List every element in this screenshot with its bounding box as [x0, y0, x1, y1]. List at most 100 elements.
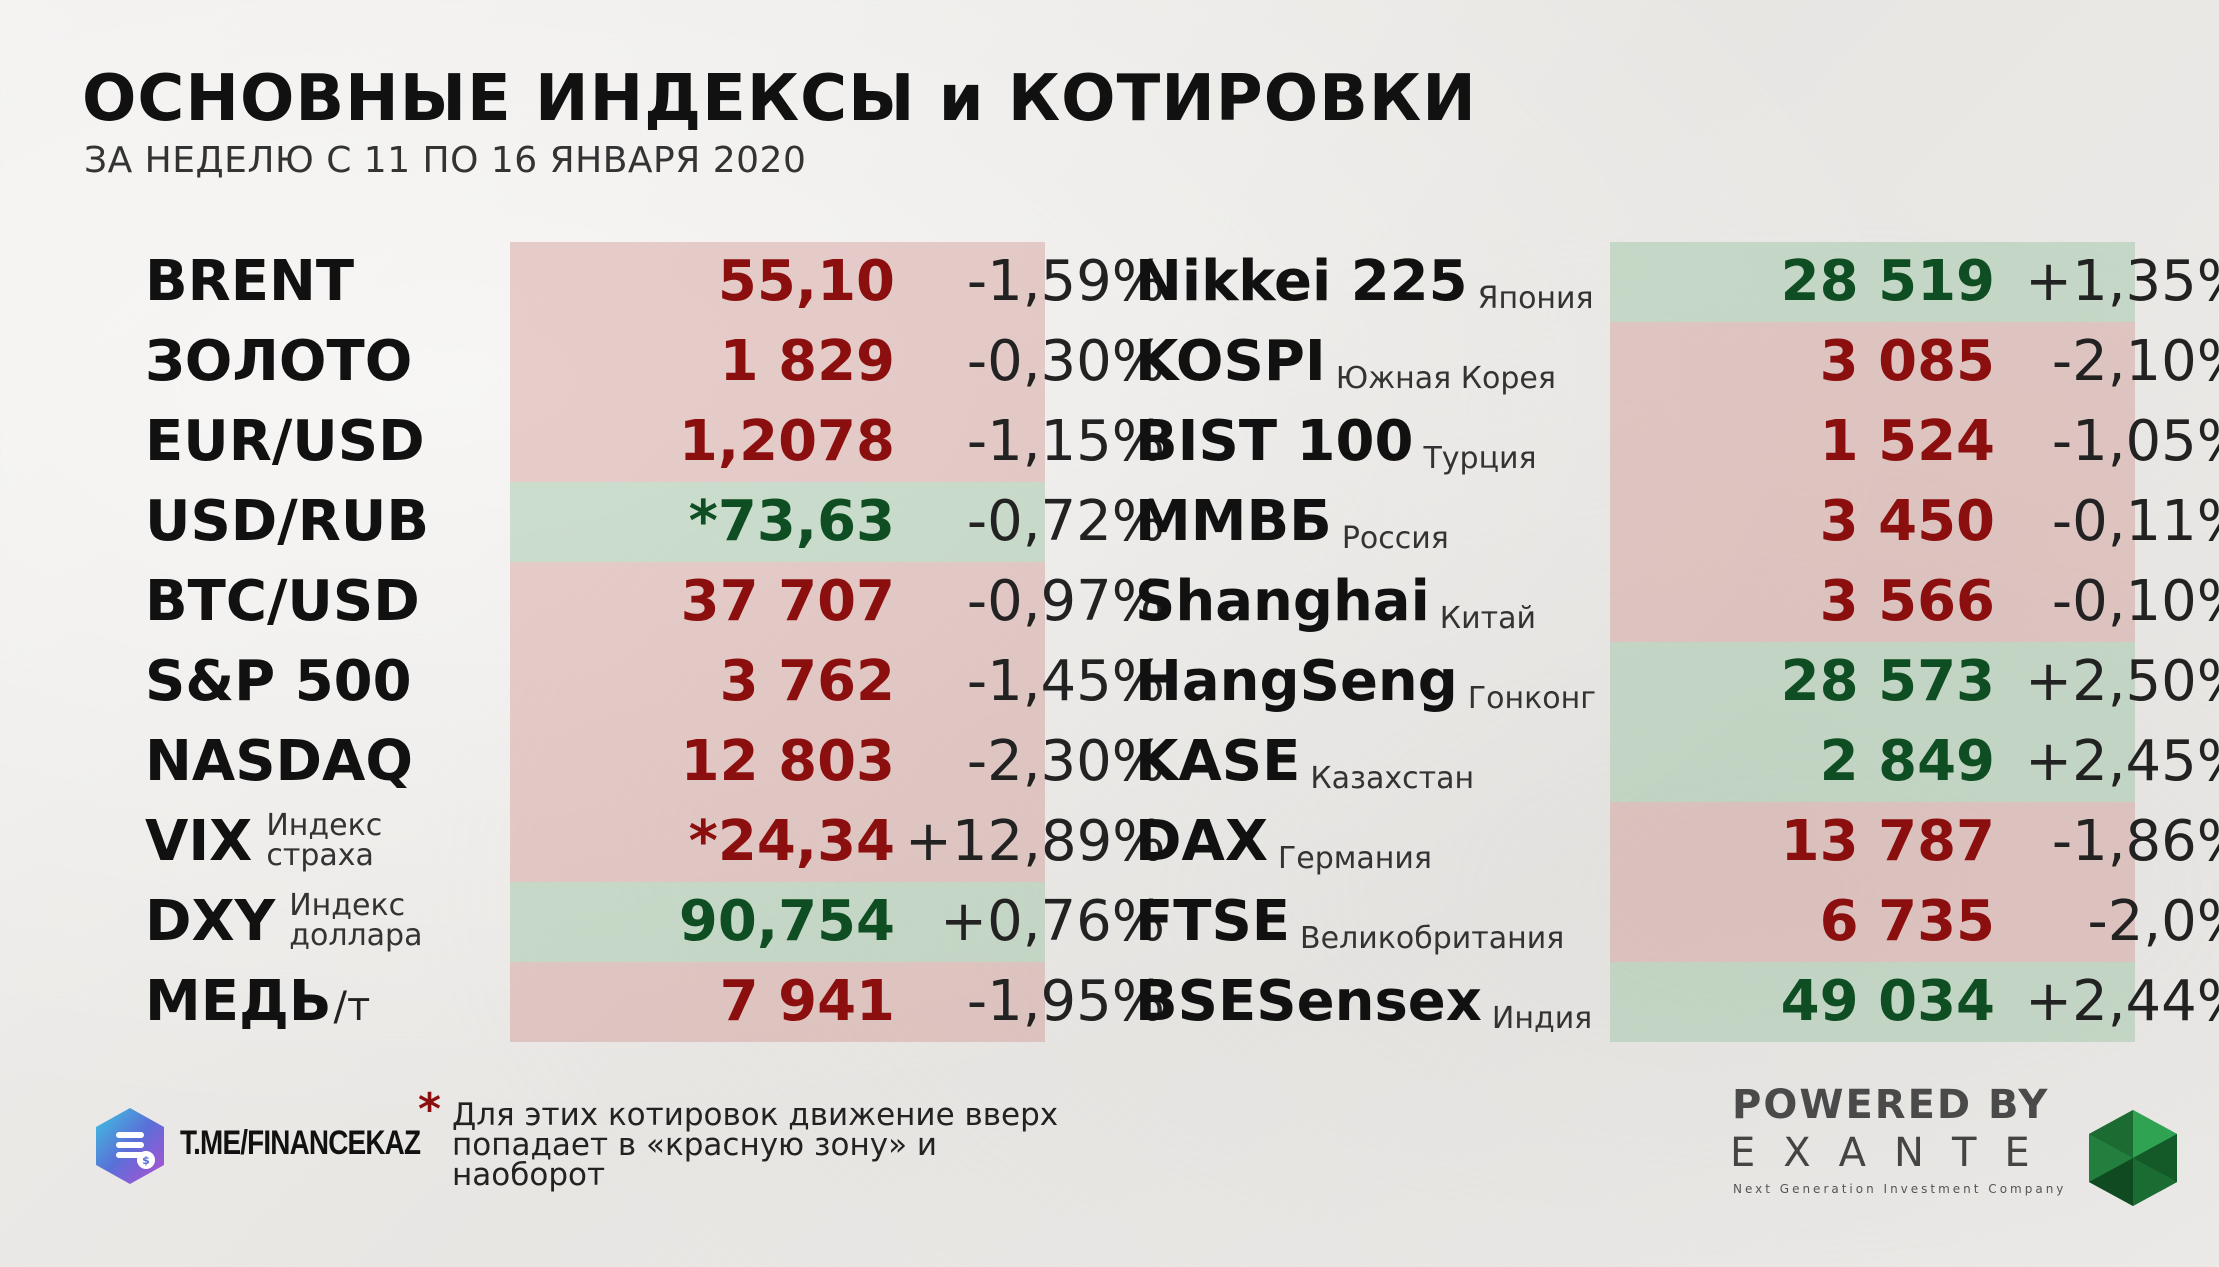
instrument-change: -0,97% — [966, 569, 1165, 634]
instrument-country: Южная Корея — [1335, 361, 1556, 396]
exante-gem-icon — [2089, 1110, 2177, 1206]
green-zone-cell — [1610, 962, 2135, 1042]
instrument-name: HangSeng Гонконг — [1135, 642, 1596, 722]
instrument-label: Nikkei 225 — [1135, 249, 1468, 314]
instrument-change: -1,45% — [966, 649, 1165, 714]
instrument-change: -1,59% — [966, 249, 1165, 314]
instrument-change: -0,30% — [966, 329, 1165, 394]
instrument-value: 55,10 — [717, 249, 895, 314]
instrument-change: -1,15% — [966, 409, 1165, 474]
instrument-value: *24,34 — [688, 809, 895, 874]
instrument-name: ЗОЛОТО — [145, 322, 412, 402]
red-zone-cell — [1610, 882, 2135, 962]
instrument-country: Индия — [1491, 1001, 1593, 1036]
instrument-country: Германия — [1278, 841, 1432, 876]
instrument-change: +2,50% — [2025, 649, 2219, 714]
instrument-value: 90,754 — [678, 889, 895, 954]
instrument-value: 3 762 — [719, 649, 895, 714]
instrument-label: BRENT — [145, 249, 355, 314]
instrument-change: +1,35% — [2025, 249, 2219, 314]
instrument-change: -1,86% — [2051, 809, 2219, 874]
green-zone-cell — [510, 482, 1045, 562]
instrument-change: -2,10% — [2051, 329, 2219, 394]
instrument-unit: /т — [333, 984, 371, 1030]
page-title: ОСНОВНЫЕ ИНДЕКСЫ и КОТИРОВКИ — [82, 62, 1477, 136]
instrument-label: FTSE — [1135, 889, 1291, 954]
instrument-value: 1 829 — [719, 329, 895, 394]
instrument-value: 2 849 — [1819, 729, 1995, 794]
red-zone-cell — [1610, 562, 2135, 642]
instrument-change: -1,05% — [2051, 409, 2219, 474]
instrument-country: Япония — [1477, 281, 1594, 316]
instrument-name: BIST 100 Турция — [1135, 402, 1537, 482]
instrument-label: S&P 500 — [145, 649, 412, 714]
instrument-label: ММВБ — [1135, 489, 1332, 554]
instrument-country: Турция — [1423, 441, 1537, 476]
instrument-change: -0,10% — [2051, 569, 2219, 634]
instrument-name: Nikkei 225 Япония — [1135, 242, 1594, 322]
instrument-note: Индекс страха — [266, 807, 383, 873]
instrument-label: VIX — [145, 809, 253, 874]
instrument-name: BTC/USD — [145, 562, 420, 642]
instrument-value: 7 941 — [719, 969, 895, 1034]
instrument-name: KOSPI Южная Корея — [1135, 322, 1556, 402]
instrument-change: +12,89% — [905, 809, 1166, 874]
instrument-change: -0,72% — [966, 489, 1165, 554]
red-zone-cell — [510, 242, 1045, 322]
instrument-country: Великобритания — [1300, 921, 1565, 956]
red-zone-cell — [1610, 802, 2135, 882]
instrument-label: EUR/USD — [145, 409, 425, 474]
red-zone-cell — [510, 402, 1045, 482]
instrument-value: 28 519 — [1780, 249, 1995, 314]
instrument-value: 1,2078 — [678, 409, 895, 474]
footnote-asterisk: * — [418, 1084, 442, 1135]
red-zone-cell — [1610, 482, 2135, 562]
instrument-name: DXY Индекс доллара — [145, 882, 429, 962]
instrument-name: NASDAQ — [145, 722, 413, 802]
instrument-value: 6 735 — [1819, 889, 1995, 954]
instrument-change: -1,95% — [966, 969, 1165, 1034]
instrument-name: FTSE Великобритания — [1135, 882, 1564, 962]
instrument-value: 28 573 — [1780, 649, 1995, 714]
instrument-label: Shanghai — [1135, 569, 1430, 634]
instrument-value: 49 034 — [1780, 969, 1995, 1034]
instrument-label: BIST 100 — [1135, 409, 1414, 474]
instrument-change: -0,11% — [2051, 489, 2219, 554]
instrument-value: 3 450 — [1819, 489, 1995, 554]
instrument-country: Гонконг — [1467, 681, 1596, 716]
red-zone-cell — [1610, 322, 2135, 402]
instrument-change: -2,0% — [2087, 889, 2219, 954]
instrument-name: ММВБ Россия — [1135, 482, 1449, 562]
instrument-name: BRENT — [145, 242, 354, 322]
footnote-text: Для этих котировок движение вверх попада… — [452, 1097, 1059, 1193]
instrument-change: +2,44% — [2025, 969, 2219, 1034]
red-zone-cell — [510, 962, 1045, 1042]
exante-brand: EXANTE — [1730, 1130, 2058, 1176]
instrument-country: Китай — [1439, 601, 1536, 636]
instrument-label: DXY — [145, 889, 276, 954]
instrument-label: BSESensex — [1135, 969, 1482, 1034]
telegram-link[interactable]: T.ME/FINANCEKAZ — [180, 1124, 421, 1162]
instrument-label: KOSPI — [1135, 329, 1326, 394]
instrument-value: 3 566 — [1819, 569, 1995, 634]
instrument-label: KASE — [1135, 729, 1301, 794]
instrument-country: Казахстан — [1310, 761, 1475, 796]
green-zone-cell — [1610, 242, 2135, 322]
red-zone-cell — [510, 802, 1045, 882]
instrument-name: VIX Индекс страха — [145, 802, 406, 882]
instrument-label: МЕДЬ — [145, 969, 332, 1034]
powered-by-label: POWERED BY — [1732, 1082, 2050, 1128]
green-zone-cell — [510, 882, 1045, 962]
red-zone-cell — [510, 322, 1045, 402]
instrument-value: 3 085 — [1819, 329, 1995, 394]
svg-text:$: $ — [142, 1154, 150, 1167]
green-zone-cell — [1610, 722, 2135, 802]
instrument-value: 37 707 — [680, 569, 895, 634]
red-zone-cell — [1610, 402, 2135, 482]
instrument-label: BTC/USD — [145, 569, 420, 634]
instrument-label: ЗОЛОТО — [145, 329, 413, 394]
instrument-name: KASE Казахстан — [1135, 722, 1474, 802]
instrument-name: BSESensex Индия — [1135, 962, 1592, 1042]
instrument-label: USD/RUB — [145, 489, 430, 554]
instrument-name: EUR/USD — [145, 402, 425, 482]
